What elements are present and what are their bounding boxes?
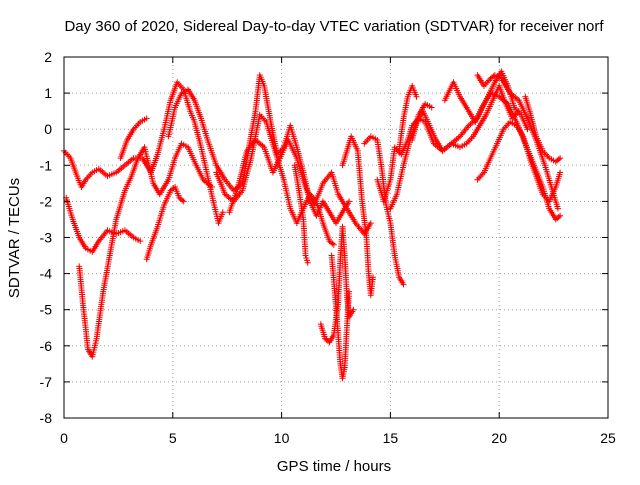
x-tick-label: 20 (491, 430, 507, 446)
series-arc-21 (522, 93, 564, 165)
series-arc-16 (396, 82, 420, 154)
series-markers (117, 115, 150, 162)
series-markers (291, 162, 311, 266)
y-tick-label: -8 (40, 410, 53, 426)
y-tick-label: -7 (40, 374, 53, 390)
x-tick-label: 10 (274, 430, 290, 446)
x-tick-label: 5 (169, 430, 177, 446)
y-tick-label: 2 (44, 49, 52, 65)
series-arc-8 (226, 137, 374, 237)
series-markers (474, 119, 564, 205)
y-tick-label: -6 (40, 338, 53, 354)
series-markers (76, 140, 215, 360)
series-markers (396, 82, 420, 154)
y-tick-label: -5 (40, 302, 53, 318)
series-arc-2 (63, 194, 144, 255)
series-arc-11 (328, 252, 353, 382)
axis-ticks: 0 5 10 15 20 25 -8 -7 -6 -5 -4 -3 -2 -1 0 1 2 (40, 49, 616, 446)
x-axis-label: GPS time / hours (277, 458, 391, 475)
series-markers (226, 137, 374, 237)
series-arc-12 (339, 133, 376, 299)
series-arc-3 (76, 140, 215, 360)
series-markers (409, 100, 435, 143)
y-tick-label: 1 (44, 85, 52, 101)
series-arc-17 (409, 100, 435, 143)
x-tick-label: 25 (600, 430, 616, 446)
y-tick-label: -3 (40, 230, 53, 246)
series-arc-4 (117, 115, 150, 162)
y-tick-label: -4 (40, 266, 53, 282)
series-markers (143, 184, 187, 263)
y-tick-label: 0 (44, 121, 52, 137)
y-tick-label: -1 (40, 157, 53, 173)
series-arc-20 (474, 119, 564, 205)
y-tick-label: -2 (40, 193, 53, 209)
x-tick-label: 0 (60, 430, 68, 446)
series-markers (339, 133, 376, 299)
chart-title: Day 360 of 2020, Sidereal Day-to-day VTE… (64, 18, 604, 35)
series-markers (328, 252, 353, 382)
y-axis-label: SDTVAR / TECUs (6, 178, 23, 298)
data-points (61, 68, 564, 382)
x-tick-label: 15 (383, 430, 399, 446)
series-arc-9 (291, 162, 311, 266)
series-arc-5 (143, 184, 187, 263)
series-markers (522, 93, 564, 165)
